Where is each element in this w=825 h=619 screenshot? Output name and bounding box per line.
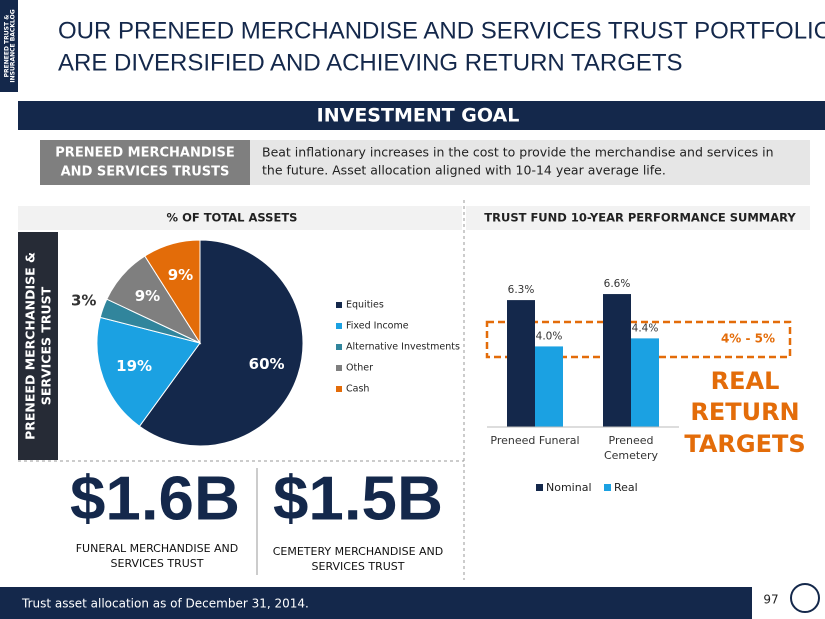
goal-text: the future. Asset allocation aligned wit… xyxy=(262,163,666,178)
side-label-bar xyxy=(18,232,58,460)
title: OUR PRENEED MERCHANDISE AND SERVICES TRU… xyxy=(58,17,825,44)
pie-label: 60% xyxy=(249,355,285,373)
panel-header xyxy=(466,206,810,230)
page-box xyxy=(752,578,825,619)
side-tab xyxy=(0,0,18,92)
bar-label: 4.0% xyxy=(536,330,563,342)
side-tab-text: INSURANCE BACKLOG xyxy=(10,9,17,82)
bar-title: TRUST FUND 10-YEAR PERFORMANCE SUMMARY xyxy=(484,211,796,225)
bar xyxy=(603,294,631,427)
total-label: SERVICES TRUST xyxy=(312,560,405,573)
bar-label: 6.6% xyxy=(604,278,631,290)
side-label: SERVICES TRUST xyxy=(39,286,54,405)
x-tick-label-box: Preneed Funeral xyxy=(490,434,580,447)
goal-label-box xyxy=(40,140,250,185)
legend-swatch xyxy=(336,302,342,308)
legend-swatch xyxy=(536,484,543,491)
legend-label: Cash xyxy=(346,384,369,395)
goal-header: INVESTMENT GOAL xyxy=(317,105,520,127)
target-text: RETURN xyxy=(690,398,799,426)
side-label: PRENEED MERCHANDISE & xyxy=(23,252,38,440)
pie-label: 19% xyxy=(116,357,152,375)
legend-swatch xyxy=(336,323,342,329)
total-label: FUNERAL MERCHANDISE AND xyxy=(76,542,239,555)
legend-swatch xyxy=(604,484,611,491)
logo xyxy=(790,583,820,613)
bar xyxy=(535,346,563,427)
goal-header-bar xyxy=(18,101,825,130)
page-number: 97 xyxy=(763,593,778,607)
bar-label: 6.3% xyxy=(508,284,535,296)
x-tick-label: Preneed Funeral xyxy=(490,434,580,447)
total-value: $1.5B xyxy=(273,464,443,533)
legend-label: Nominal xyxy=(546,481,592,494)
pie-label: 3% xyxy=(71,292,96,310)
bar-label: 4.4% xyxy=(632,322,659,334)
legend-swatch xyxy=(336,386,342,392)
pie-title: % OF TOTAL ASSETS xyxy=(167,211,298,225)
x-tick-label: Preneed Cemetery xyxy=(603,434,659,462)
legend-label: Alternative Investments xyxy=(346,342,460,353)
legend-label: Real xyxy=(614,481,638,494)
target-text: TARGETS xyxy=(684,430,805,458)
bar xyxy=(507,300,535,427)
total-label: SERVICES TRUST xyxy=(111,557,204,570)
x-tick-label-box: Preneed Cemetery xyxy=(603,434,659,462)
goal-text-box xyxy=(250,140,810,185)
goal-text: Beat inflationary increases in the cost … xyxy=(262,145,774,160)
goal-label: PRENEED MERCHANDISE xyxy=(55,146,234,161)
total-label: CEMETERY MERCHANDISE AND xyxy=(273,545,444,558)
legend-label: Fixed Income xyxy=(346,321,409,332)
target-text: REAL xyxy=(711,367,780,395)
bar xyxy=(631,338,659,427)
pie-label: 9% xyxy=(135,287,160,305)
legend-swatch xyxy=(336,365,342,371)
legend-swatch xyxy=(336,344,342,350)
legend-label: Other xyxy=(346,363,373,374)
pie-slice xyxy=(144,239,201,345)
pie-slice xyxy=(138,239,304,447)
side-tab-text: PRENEED TRUST & xyxy=(4,15,11,78)
goal-label: AND SERVICES TRUSTS xyxy=(61,165,230,180)
title: ARE DIVERSIFIED AND ACHIEVING RETURN TAR… xyxy=(58,49,683,76)
footnote: Trust asset allocation as of December 31… xyxy=(21,597,309,611)
legend-label: Equities xyxy=(346,300,384,311)
total-value: $1.6B xyxy=(70,464,240,533)
pie-label: 9% xyxy=(168,266,193,284)
footer xyxy=(0,587,825,619)
target-range: 4% - 5% xyxy=(721,332,775,346)
pie-slice xyxy=(96,316,201,428)
panel-header xyxy=(18,206,462,230)
